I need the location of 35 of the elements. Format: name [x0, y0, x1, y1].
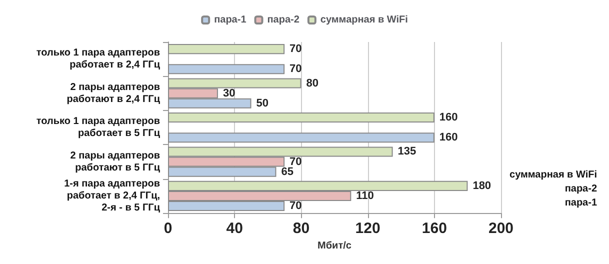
bar — [168, 112, 434, 123]
bar — [168, 132, 434, 143]
data-label: 70 — [290, 43, 302, 56]
data-label: 70 — [290, 63, 302, 76]
data-label: 135 — [398, 146, 416, 158]
y-tick-label: только 1 пара адаптеров работает в 5 ГГц — [36, 116, 161, 140]
bar — [168, 64, 285, 74]
data-label: 80 — [306, 77, 318, 90]
text: пара-2 — [564, 184, 598, 194]
data-label: 180 — [472, 180, 492, 192]
data-label: 70 — [290, 200, 302, 212]
x-tick-label: 120 — [355, 220, 380, 238]
data-label: 110 — [356, 190, 374, 202]
x-axis-title: Мбит/с — [318, 240, 352, 252]
data-label: 160 — [439, 132, 458, 144]
data-label: 70 — [290, 156, 302, 168]
data-label: 30 — [222, 87, 236, 100]
x-tick-label: 200 — [488, 220, 514, 238]
x-tick-label: 40 — [226, 220, 243, 238]
legend-label: пара-2 — [267, 14, 300, 26]
x-tick-label: 80 — [292, 220, 310, 238]
data-label: 65 — [281, 166, 294, 178]
y-tick-label: 2 пары адаптеров работают в 5 ГГц — [70, 150, 161, 174]
data-label: 50 — [256, 97, 268, 110]
y-tick-label: 2 пары адаптеров работают в 2,4 ГГц — [66, 82, 161, 105]
legend-label: пара-1 — [214, 14, 247, 26]
legend-label: суммарная в WiFi — [320, 14, 408, 26]
x-tick-label: 160 — [422, 220, 447, 238]
text: пара-1 — [564, 198, 598, 208]
y-tick-label: 1-я пара адаптеров работает в 2,4 ГГц, 2-я - в 5 ГГц — [64, 178, 161, 214]
y-tick-label: только 1 пара адаптеров работает в 2,4 ГГц — [36, 48, 161, 71]
text: суммарная в WiFi — [510, 170, 598, 180]
data-label: 160 — [439, 112, 458, 124]
x-tick-label: 0 — [164, 220, 172, 238]
bar — [168, 44, 285, 54]
